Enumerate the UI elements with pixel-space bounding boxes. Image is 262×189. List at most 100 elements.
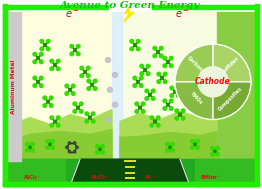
Polygon shape: [70, 159, 190, 186]
Circle shape: [79, 102, 83, 106]
Circle shape: [91, 120, 95, 123]
Circle shape: [163, 107, 167, 110]
Circle shape: [50, 124, 54, 127]
Circle shape: [194, 143, 196, 145]
Circle shape: [73, 150, 76, 153]
Circle shape: [163, 64, 167, 67]
Circle shape: [167, 61, 169, 63]
Circle shape: [159, 54, 163, 58]
Circle shape: [73, 110, 77, 113]
Circle shape: [153, 46, 157, 50]
Circle shape: [156, 124, 160, 127]
Circle shape: [26, 149, 29, 152]
Circle shape: [31, 149, 34, 152]
Circle shape: [150, 116, 154, 119]
Wedge shape: [213, 44, 251, 82]
Circle shape: [157, 80, 161, 83]
Circle shape: [49, 143, 51, 145]
Text: Carbons: Carbons: [186, 55, 206, 75]
Circle shape: [26, 143, 29, 146]
Polygon shape: [120, 131, 217, 161]
Bar: [3, 5, 108, 9]
Bar: [120, 12, 217, 161]
Polygon shape: [124, 6, 134, 21]
Circle shape: [39, 76, 43, 80]
Circle shape: [214, 150, 216, 152]
Circle shape: [65, 84, 69, 88]
Text: $e^-$: $e^-$: [174, 9, 189, 20]
Circle shape: [73, 102, 77, 106]
Polygon shape: [20, 110, 112, 161]
Circle shape: [46, 139, 49, 143]
Circle shape: [72, 84, 75, 88]
Circle shape: [140, 72, 144, 75]
Circle shape: [139, 76, 143, 80]
Circle shape: [40, 40, 43, 43]
Circle shape: [84, 71, 86, 73]
Text: EMIm⁺: EMIm⁺: [200, 175, 220, 180]
Text: Al₂Cl₇⁻: Al₂Cl₇⁻: [91, 175, 110, 180]
Circle shape: [161, 77, 163, 79]
Circle shape: [85, 120, 89, 123]
Circle shape: [33, 52, 37, 56]
Circle shape: [163, 99, 167, 103]
Circle shape: [135, 102, 139, 106]
Circle shape: [50, 104, 53, 107]
Circle shape: [74, 49, 76, 51]
Circle shape: [151, 89, 155, 93]
Circle shape: [50, 96, 53, 100]
Circle shape: [77, 52, 80, 56]
Circle shape: [106, 57, 111, 62]
Circle shape: [43, 104, 47, 107]
Circle shape: [101, 151, 104, 154]
Circle shape: [112, 72, 117, 77]
Circle shape: [43, 96, 47, 100]
Circle shape: [167, 104, 169, 106]
Circle shape: [146, 64, 150, 68]
Circle shape: [91, 84, 93, 86]
Circle shape: [101, 144, 104, 148]
Circle shape: [112, 102, 117, 107]
Circle shape: [54, 121, 56, 122]
Bar: [112, 12, 122, 161]
Circle shape: [40, 47, 43, 51]
Circle shape: [76, 146, 78, 149]
Circle shape: [51, 139, 54, 143]
Circle shape: [130, 40, 134, 43]
Text: TMOs: TMOs: [189, 91, 203, 106]
Circle shape: [33, 84, 37, 87]
Circle shape: [139, 107, 141, 109]
Circle shape: [69, 89, 71, 91]
Circle shape: [107, 87, 112, 92]
Circle shape: [85, 112, 89, 115]
Circle shape: [96, 144, 99, 148]
Circle shape: [56, 116, 60, 119]
Circle shape: [91, 112, 95, 115]
Circle shape: [99, 148, 101, 150]
Bar: [3, 4, 7, 186]
Circle shape: [216, 153, 219, 156]
Circle shape: [181, 109, 185, 112]
Bar: [3, 182, 259, 186]
Circle shape: [191, 146, 194, 149]
Text: Aluminum Metal: Aluminum Metal: [12, 60, 17, 114]
Circle shape: [80, 66, 84, 70]
Bar: [255, 5, 259, 186]
Circle shape: [144, 69, 146, 71]
Circle shape: [166, 143, 169, 146]
Circle shape: [154, 121, 156, 122]
Bar: [7, 12, 217, 161]
Polygon shape: [20, 129, 112, 161]
Circle shape: [211, 153, 214, 156]
Circle shape: [77, 107, 79, 109]
Wedge shape: [175, 44, 213, 82]
Circle shape: [157, 51, 159, 53]
Circle shape: [166, 149, 169, 152]
Circle shape: [163, 56, 167, 60]
Circle shape: [137, 81, 139, 83]
Circle shape: [170, 86, 174, 90]
Circle shape: [79, 110, 83, 113]
Circle shape: [151, 97, 155, 100]
Text: $e^-$: $e^-$: [65, 9, 79, 20]
Text: Avenue to Green Energy: Avenue to Green Energy: [60, 1, 200, 10]
